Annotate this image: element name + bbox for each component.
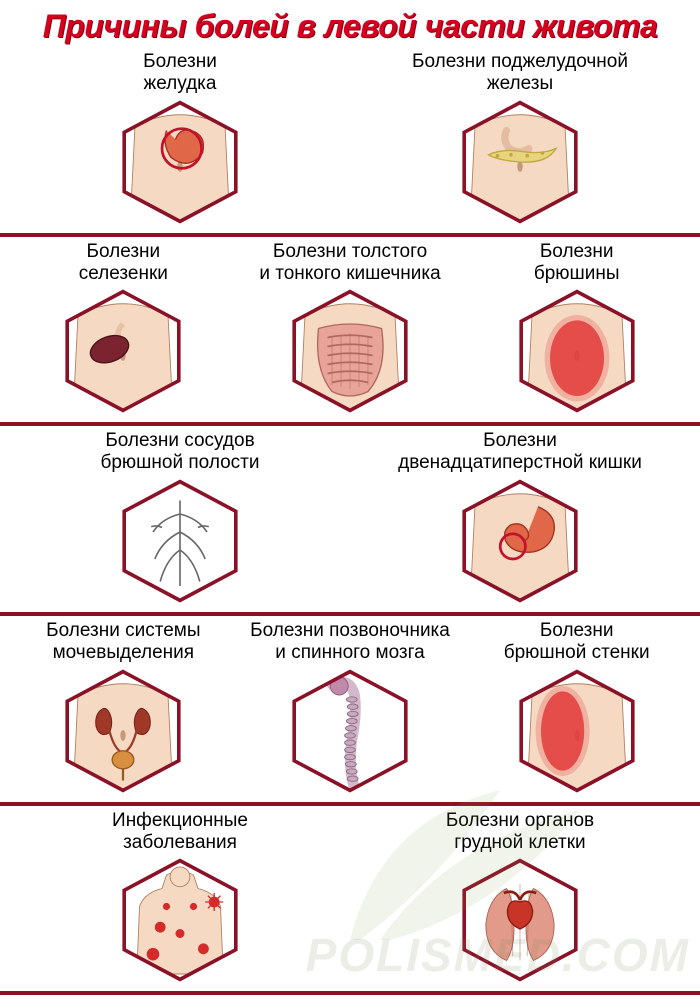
hex-icon (507, 668, 647, 794)
cell: Болезни двенадцатиперстной кишки (350, 430, 690, 604)
cell-label: Болезни брюшной стенки (504, 620, 650, 664)
cell: Болезни органов грудной клетки (350, 810, 690, 984)
hex-icon (53, 288, 193, 414)
hex-icon (507, 288, 647, 414)
cell-label: Болезни органов грудной клетки (446, 810, 594, 854)
cell-label: Болезни желудка (143, 51, 217, 95)
row: Болезни селезенки Болезни толстого и тон… (0, 237, 700, 427)
cell-label: Болезни селезенки (79, 241, 168, 285)
rows-container: Болезни желудка Болезни поджелудочной же… (0, 47, 700, 995)
hex-icon (110, 99, 250, 225)
row: Болезни системы мочевыделения Болезни по… (0, 616, 700, 806)
cell-label: Болезни брюшины (534, 241, 620, 285)
row: Болезни желудка Болезни поджелудочной же… (0, 47, 700, 237)
hex-icon (450, 99, 590, 225)
cell: Болезни желудка (10, 51, 350, 225)
cell-label: Болезни поджелудочной железы (412, 51, 628, 95)
row: Инфекционные заболевания Болезни органов… (0, 806, 700, 995)
cell-label: Болезни двенадцатиперстной кишки (398, 430, 642, 474)
cell-label: Болезни системы мочевыделения (46, 620, 200, 664)
cell-label: Болезни позвоночника и спинного мозга (250, 620, 450, 664)
hex-icon (280, 668, 420, 794)
cell: Болезни позвоночника и спинного мозга (237, 620, 464, 794)
cell-label: Инфекционные заболевания (112, 810, 248, 854)
cell: Болезни поджелудочной железы (350, 51, 690, 225)
cell: Болезни брюшной стенки (463, 620, 690, 794)
cell: Инфекционные заболевания (10, 810, 350, 984)
row: Болезни сосудов брюшной полости Болезни … (0, 426, 700, 616)
cell-label: Болезни сосудов брюшной полости (100, 430, 259, 474)
cell: Болезни системы мочевыделения (10, 620, 237, 794)
cell: Болезни сосудов брюшной полости (10, 430, 350, 604)
cell: Болезни брюшины (463, 241, 690, 415)
hex-icon (53, 668, 193, 794)
cell-label: Болезни толстого и тонкого кишечника (259, 241, 440, 285)
hex-icon (450, 857, 590, 983)
cell: Болезни селезенки (10, 241, 237, 415)
hex-icon (110, 857, 250, 983)
hex-icon (280, 288, 420, 414)
page-title: Причины болей в левой части живота (0, 0, 700, 47)
hex-icon (110, 478, 250, 604)
hex-icon (450, 478, 590, 604)
cell: Болезни толстого и тонкого кишечника (237, 241, 464, 415)
